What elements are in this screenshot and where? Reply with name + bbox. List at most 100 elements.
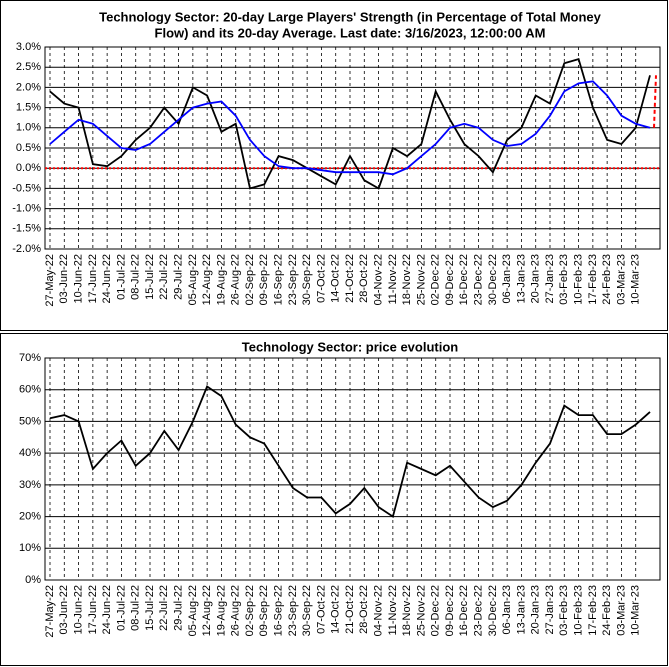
plot-area (44, 357, 661, 581)
x-tick-label: 23-Dec-22 (472, 254, 484, 305)
x-tick-label: 20-Jan-23 (530, 585, 542, 635)
x-tick-label: 14-Oct-22 (330, 254, 342, 303)
x-tick-label: 05-Aug-22 (187, 585, 199, 636)
x-tick-label: 07-Oct-22 (315, 585, 327, 634)
x-tick-label: 26-Aug-22 (230, 585, 242, 636)
x-tick-label: 29-Jul-22 (172, 585, 184, 631)
x-tick-label: 30-Sep-22 (301, 254, 313, 305)
x-tick-label: 12-Aug-22 (201, 585, 213, 636)
x-tick-label: 27-Jan-23 (544, 254, 556, 304)
x-tick-label: 06-Jan-23 (501, 254, 513, 304)
x-tick-label: 15-Jul-22 (144, 585, 156, 631)
y-tick-label: 40% (19, 447, 41, 459)
x-tick-label: 21-Oct-22 (344, 585, 356, 634)
x-tick-label: 03-Jun-22 (58, 585, 70, 635)
x-tick-label: 03-Feb-23 (558, 254, 570, 305)
x-tick-label: 11-Nov-22 (387, 585, 399, 636)
y-tick-label: 20% (19, 510, 41, 522)
data-line (49, 57, 651, 190)
y-tick-label: 50% (19, 415, 41, 427)
x-tick-label: 24-Jun-22 (101, 585, 113, 635)
x-tick-label: 16-Sep-22 (272, 585, 284, 636)
y-tick-label: 60% (19, 384, 41, 396)
x-tick-label: 03-Jun-22 (58, 254, 70, 304)
x-tick-label: 28-Oct-22 (358, 254, 370, 303)
x-tick-label: 18-Nov-22 (401, 254, 413, 305)
data-line (49, 385, 651, 519)
x-tick-label: 10-Mar-23 (630, 585, 642, 636)
x-tick-label: 10-Feb-23 (572, 585, 584, 636)
x-tick-label: 20-Jan-23 (530, 254, 542, 304)
x-tick-label: 11-Nov-22 (387, 254, 399, 305)
y-tick-label: 30% (19, 479, 41, 491)
chart-title: Technology Sector: 20-day Large Players'… (99, 9, 602, 24)
data-line (49, 80, 651, 176)
x-tick-label: 21-Oct-22 (344, 254, 356, 303)
x-tick-label: 16-Sep-22 (272, 254, 284, 305)
x-tick-label: 02-Sep-22 (244, 585, 256, 636)
x-tick-label: 22-Jul-22 (158, 585, 170, 631)
x-tick-label: 25-Nov-22 (415, 254, 427, 305)
x-tick-label: 17-Feb-23 (587, 585, 599, 636)
x-tick-label: 24-Feb-23 (601, 254, 613, 305)
x-tick-label: 08-Jul-22 (130, 254, 142, 300)
x-tick-label: 15-Jul-22 (144, 254, 156, 300)
x-tick-label: 18-Nov-22 (401, 585, 413, 636)
x-tick-label: 10-Jun-22 (72, 254, 84, 304)
x-tick-label: 22-Jul-22 (158, 254, 170, 300)
y-tick-label: 1.5% (16, 102, 41, 114)
x-tick-label: 19-Aug-22 (215, 585, 227, 636)
x-tick-label: 27-May-22 (44, 254, 56, 307)
x-tick-label: 13-Jan-23 (515, 585, 527, 635)
x-tick-label: 01-Jul-22 (115, 585, 127, 631)
x-tick-label: 02-Dec-22 (430, 254, 442, 305)
x-tick-label: 30-Dec-22 (487, 585, 499, 636)
y-tick-label: 0.5% (16, 142, 41, 154)
x-tick-label: 17-Feb-23 (587, 254, 599, 305)
x-tick-label: 28-Oct-22 (358, 585, 370, 634)
x-tick-label: 25-Nov-22 (415, 585, 427, 636)
y-tick-label: 2.0% (16, 81, 41, 93)
x-tick-label: 03-Mar-23 (615, 254, 627, 305)
x-tick-label: 17-Jun-22 (87, 254, 99, 304)
x-tick-label: 19-Aug-22 (215, 254, 227, 305)
y-tick-label: -0.5% (12, 182, 41, 194)
y-tick-label: 70% (19, 352, 41, 364)
x-tick-label: 14-Oct-22 (330, 585, 342, 634)
y-tick-label: 0.0% (16, 162, 41, 174)
x-tick-label: 09-Sep-22 (258, 254, 270, 305)
x-tick-label: 01-Jul-22 (115, 254, 127, 300)
x-tick-label: 24-Jun-22 (101, 254, 113, 304)
x-tick-label: 10-Mar-23 (630, 254, 642, 305)
x-tick-label: 27-Jan-23 (544, 585, 556, 635)
x-tick-label: 30-Dec-22 (487, 254, 499, 305)
x-tick-label: 10-Jun-22 (72, 585, 84, 635)
x-tick-label: 26-Aug-22 (230, 254, 242, 305)
y-tick-label: 1.0% (16, 122, 41, 134)
y-tick-label: -1.5% (12, 223, 41, 235)
x-tick-label: 23-Sep-22 (287, 585, 299, 636)
x-tick-label: 02-Dec-22 (430, 585, 442, 636)
x-tick-label: 04-Nov-22 (372, 254, 384, 305)
x-tick-label: 03-Feb-23 (558, 585, 570, 636)
x-tick-label: 30-Sep-22 (301, 585, 313, 636)
x-tick-label: 05-Aug-22 (187, 254, 199, 305)
x-tick-label: 12-Aug-22 (201, 254, 213, 305)
x-tick-label: 06-Jan-23 (501, 585, 513, 635)
x-tick-label: 02-Sep-22 (244, 254, 256, 305)
x-tick-label: 16-Dec-22 (458, 254, 470, 305)
x-tick-label: 24-Feb-23 (601, 585, 613, 636)
chart-title: Technology Sector: price evolution (242, 339, 459, 354)
x-tick-label: 07-Oct-22 (315, 254, 327, 303)
x-tick-label: 09-Dec-22 (444, 585, 456, 636)
y-tick-label: 3.0% (16, 41, 41, 53)
y-tick-label: -1.0% (12, 203, 41, 215)
x-tick-label: 29-Jul-22 (172, 254, 184, 300)
chart-title: Flow) and its 20-day Average. Last date:… (155, 25, 546, 40)
x-tick-label: 10-Feb-23 (572, 254, 584, 305)
y-tick-label: 2.5% (16, 61, 41, 73)
x-tick-label: 03-Mar-23 (615, 585, 627, 636)
y-tick-label: 0% (25, 574, 41, 586)
x-tick-label: 23-Sep-22 (287, 254, 299, 305)
